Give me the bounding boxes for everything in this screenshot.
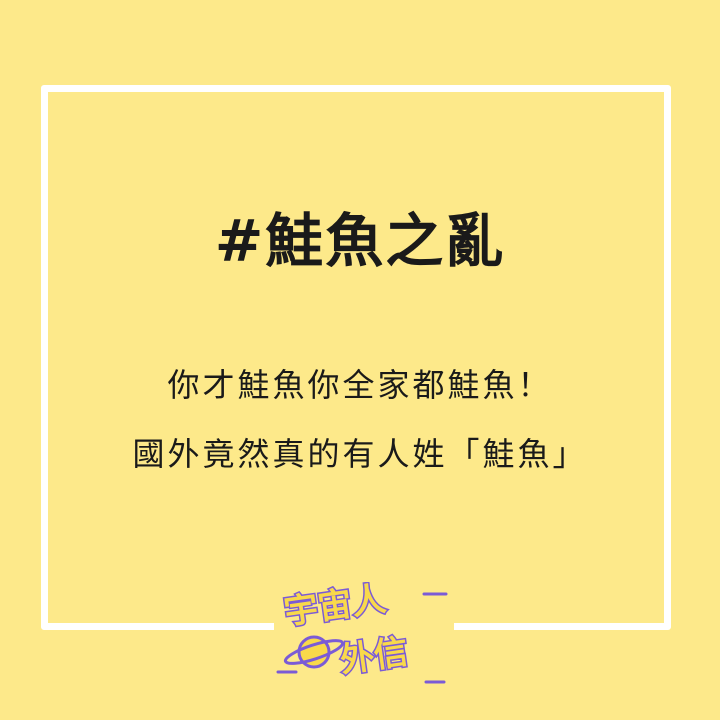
brand-logo: 宇宙人 外信 [274,582,454,692]
post-text-line-1: 你才鮭魚你全家都鮭魚！ [167,366,553,404]
post-text-line-2: 國外竟然真的有人姓「鮭魚」 [132,435,588,473]
logo-text-line-2: 外信 [338,632,411,681]
speed-lines-decoration [276,592,448,684]
white-frame [41,85,671,630]
logo-text-line-1: 宇宙人 [282,582,389,633]
planet-icon [283,635,345,669]
post-title: #鮭魚之亂 [214,207,506,275]
